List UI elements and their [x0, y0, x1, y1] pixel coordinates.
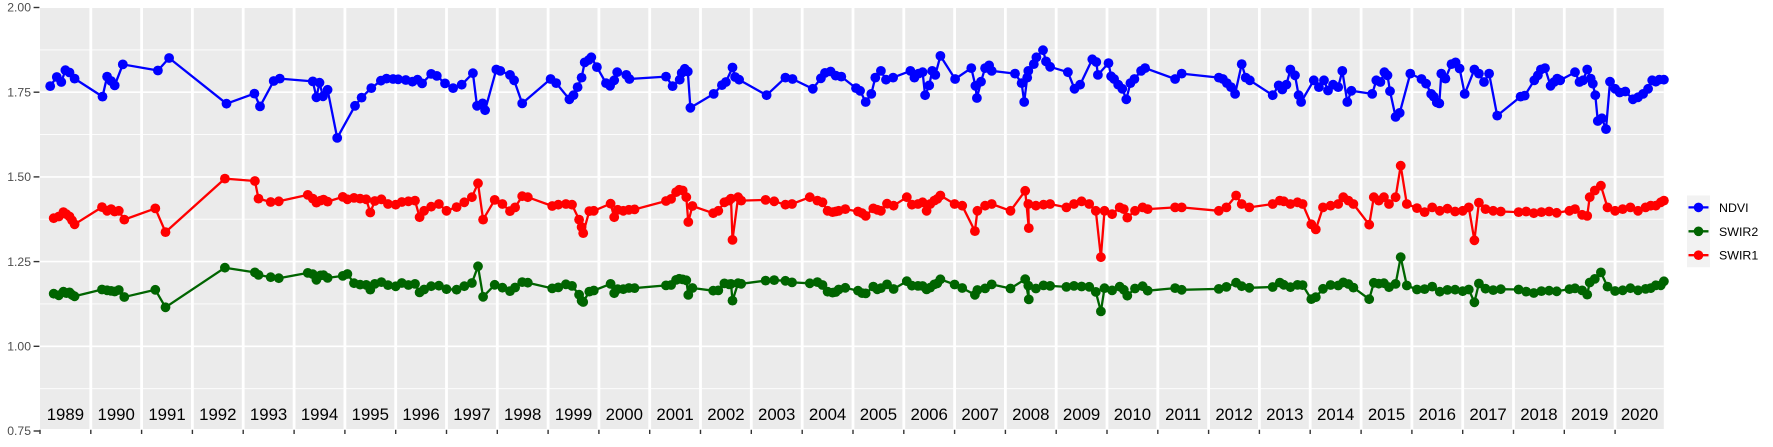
svg-text:2017: 2017 — [1469, 405, 1506, 424]
svg-text:1992: 1992 — [199, 405, 236, 424]
svg-text:1998: 1998 — [504, 405, 541, 424]
svg-text:1996: 1996 — [402, 405, 439, 424]
svg-text:SWIR2: SWIR2 — [1719, 225, 1758, 239]
svg-text:1991: 1991 — [148, 405, 185, 424]
svg-text:2013: 2013 — [1266, 405, 1303, 424]
svg-text:2015: 2015 — [1368, 405, 1405, 424]
svg-text:2006: 2006 — [911, 405, 948, 424]
svg-text:1989: 1989 — [47, 405, 84, 424]
svg-text:2.00: 2.00 — [7, 1, 31, 15]
svg-text:1993: 1993 — [250, 405, 287, 424]
svg-text:NDVI: NDVI — [1719, 201, 1749, 215]
svg-text:1.50: 1.50 — [7, 170, 31, 184]
svg-text:1.25: 1.25 — [7, 255, 31, 269]
svg-text:1995: 1995 — [352, 405, 389, 424]
svg-text:2012: 2012 — [1215, 405, 1252, 424]
svg-text:2009: 2009 — [1063, 405, 1100, 424]
svg-text:2010: 2010 — [1114, 405, 1151, 424]
svg-text:SWIR1: SWIR1 — [1719, 249, 1758, 263]
svg-text:2014: 2014 — [1317, 405, 1354, 424]
svg-text:1990: 1990 — [98, 405, 135, 424]
svg-text:1.75: 1.75 — [7, 85, 31, 99]
svg-text:1999: 1999 — [555, 405, 592, 424]
svg-text:2011: 2011 — [1165, 405, 1201, 424]
svg-text:2002: 2002 — [707, 405, 744, 424]
svg-text:2000: 2000 — [606, 405, 643, 424]
svg-text:2004: 2004 — [809, 405, 846, 424]
svg-text:2019: 2019 — [1571, 405, 1608, 424]
svg-text:2003: 2003 — [758, 405, 795, 424]
svg-text:2001: 2001 — [656, 405, 693, 424]
svg-text:1994: 1994 — [301, 405, 338, 424]
svg-text:1997: 1997 — [453, 405, 490, 424]
svg-text:2018: 2018 — [1520, 405, 1557, 424]
svg-text:2008: 2008 — [1012, 405, 1049, 424]
svg-text:2007: 2007 — [961, 405, 998, 424]
svg-text:0.75: 0.75 — [7, 424, 31, 438]
svg-text:2005: 2005 — [860, 405, 897, 424]
svg-text:1.00: 1.00 — [7, 340, 31, 354]
svg-text:2020: 2020 — [1621, 405, 1658, 424]
svg-text:2016: 2016 — [1419, 405, 1456, 424]
